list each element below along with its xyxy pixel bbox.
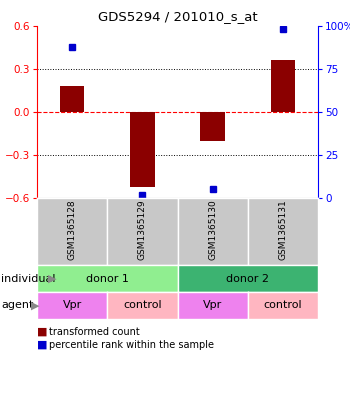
Text: ▶: ▶ xyxy=(48,274,56,283)
Text: agent: agent xyxy=(1,301,33,310)
Text: individual: individual xyxy=(1,274,56,283)
Text: transformed count: transformed count xyxy=(49,327,140,337)
Bar xyxy=(60,86,84,112)
Text: percentile rank within the sample: percentile rank within the sample xyxy=(49,340,214,350)
Text: control: control xyxy=(264,301,302,310)
Text: control: control xyxy=(123,301,162,310)
Text: GSM1365131: GSM1365131 xyxy=(278,199,287,260)
Text: ▶: ▶ xyxy=(31,301,40,310)
Text: Vpr: Vpr xyxy=(203,301,222,310)
Text: GSM1365129: GSM1365129 xyxy=(138,199,147,260)
Bar xyxy=(271,61,295,112)
Text: ■: ■ xyxy=(37,327,48,337)
Text: ■: ■ xyxy=(37,340,48,350)
Text: Vpr: Vpr xyxy=(63,301,82,310)
Text: GSM1365128: GSM1365128 xyxy=(68,199,77,260)
Text: donor 2: donor 2 xyxy=(226,274,269,283)
Bar xyxy=(130,112,155,187)
Text: GSM1365130: GSM1365130 xyxy=(208,199,217,260)
Text: donor 1: donor 1 xyxy=(86,274,129,283)
Title: GDS5294 / 201010_s_at: GDS5294 / 201010_s_at xyxy=(98,11,257,24)
Bar xyxy=(200,112,225,141)
